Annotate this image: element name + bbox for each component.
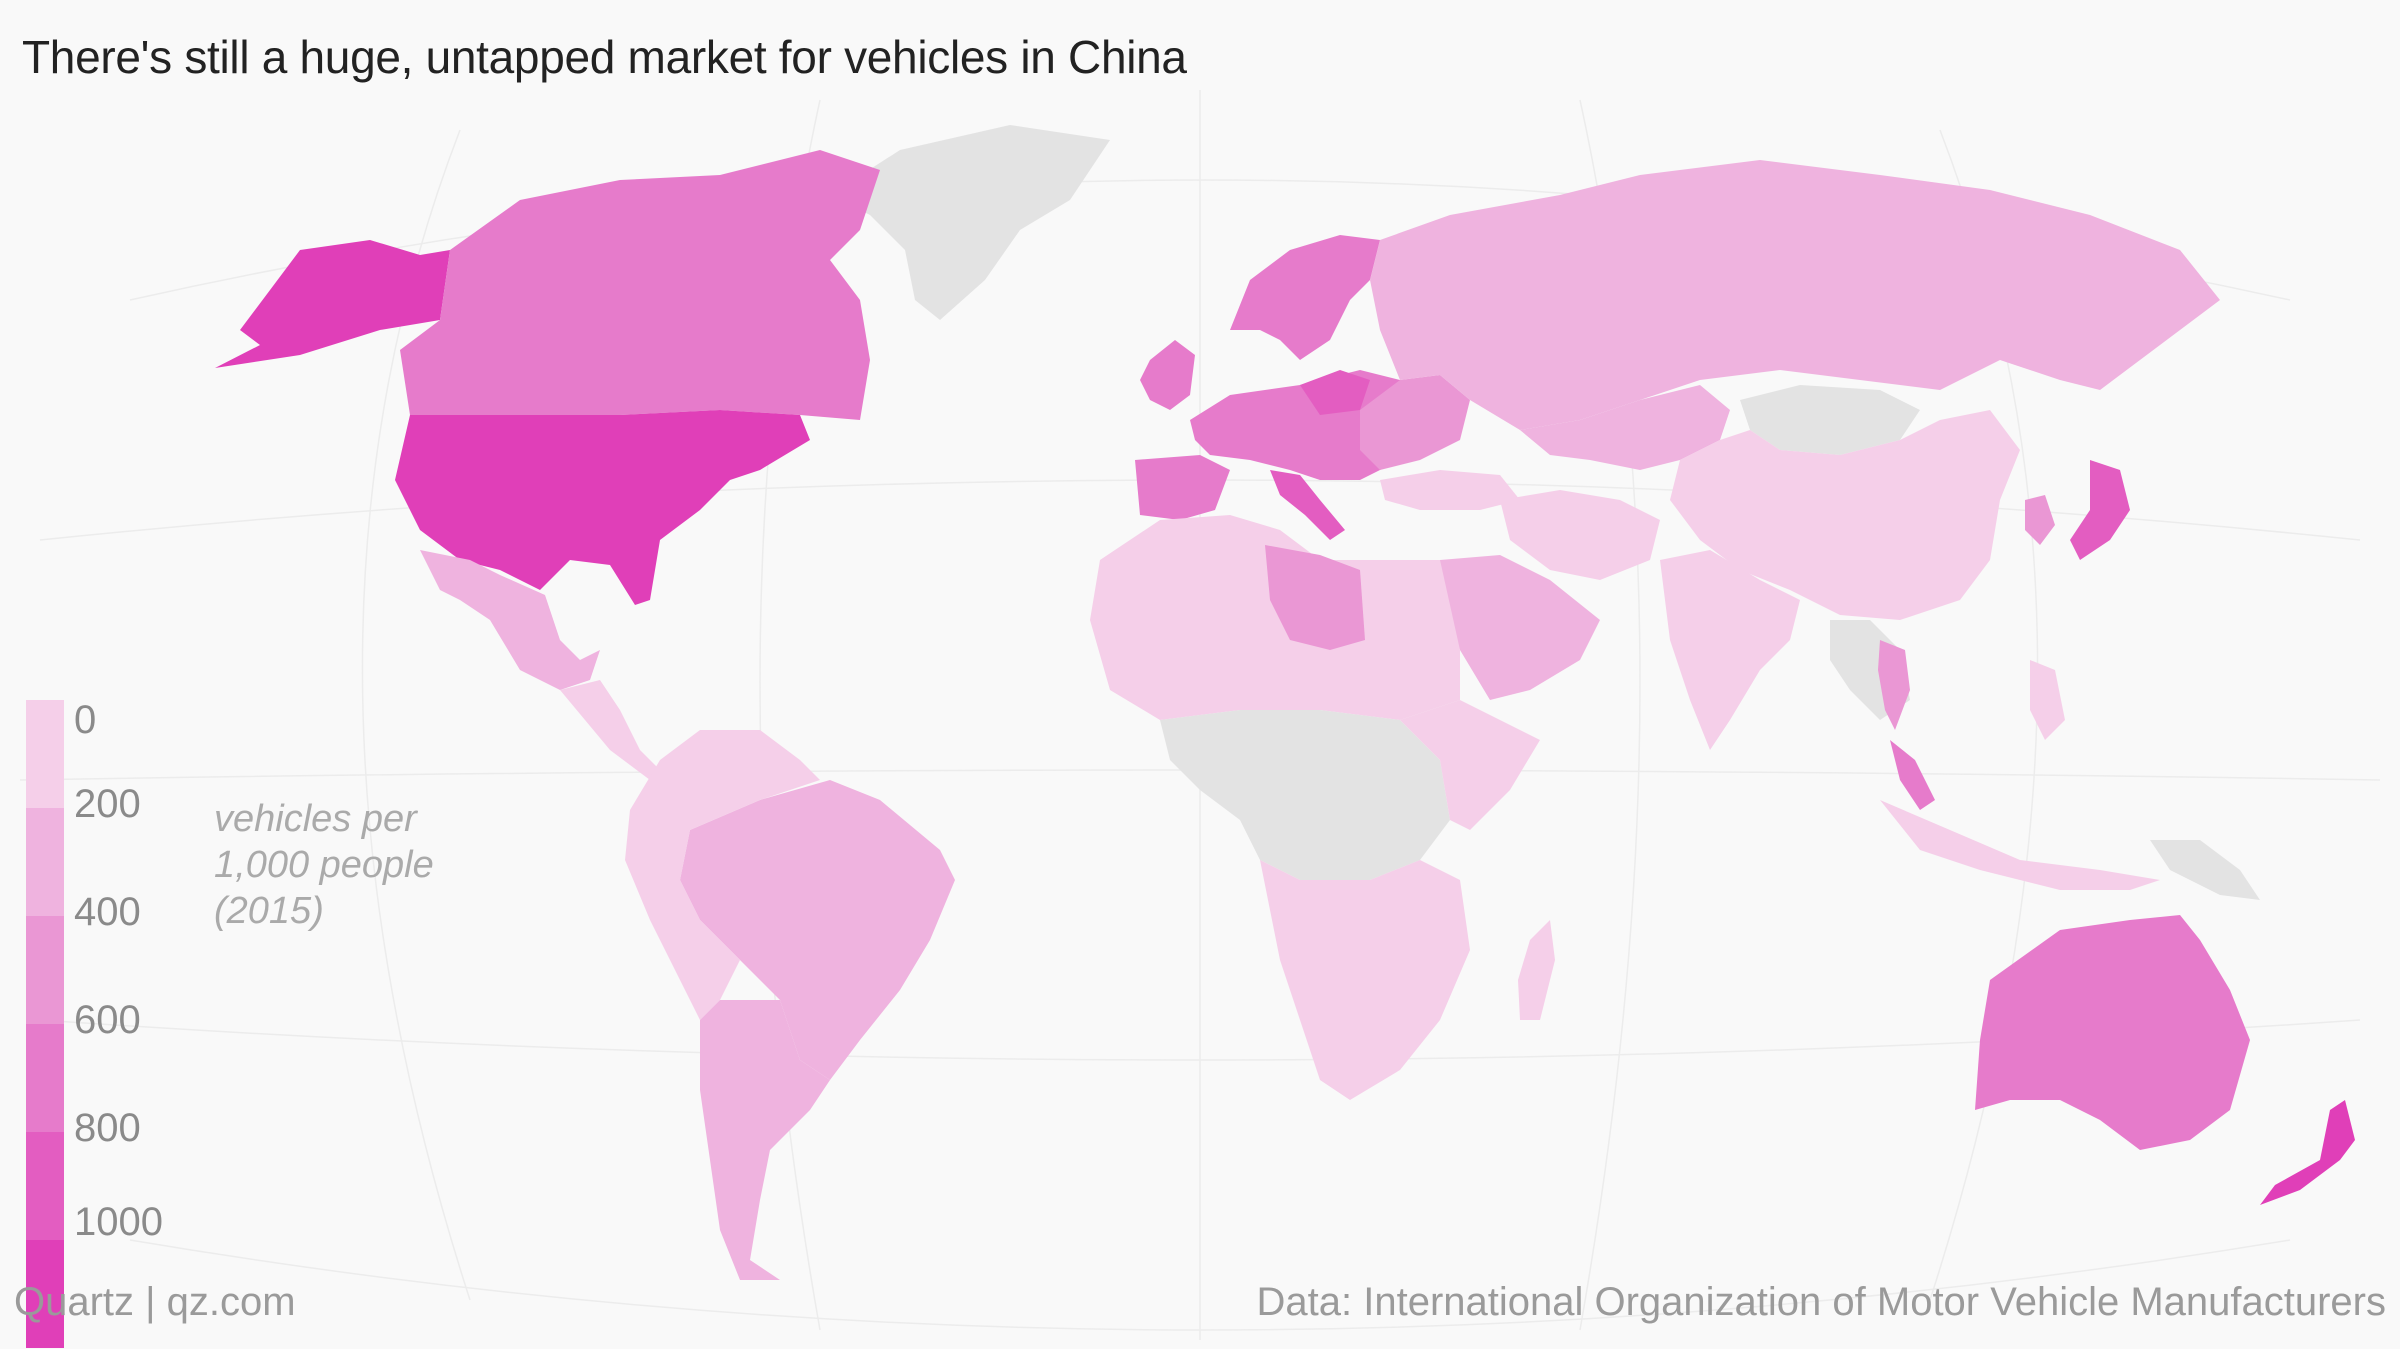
legend-title-line-1: vehicles per (214, 798, 417, 840)
south-america-west (625, 730, 820, 1020)
central-america (560, 680, 660, 780)
libya (1265, 545, 1365, 650)
italy (1270, 470, 1345, 540)
japan (2070, 460, 2130, 560)
iberia (1135, 455, 1230, 520)
north-africa (1090, 515, 1460, 720)
legend-title-line-3: (2015) (214, 890, 324, 932)
malaysia (1890, 740, 1935, 810)
legend-tick-200: 200 (74, 782, 141, 826)
uk-ireland (1140, 340, 1195, 410)
legend-step-4 (26, 1132, 64, 1240)
legend-tick-400: 400 (74, 890, 141, 934)
indonesia (1880, 800, 2160, 890)
eastern-europe (1360, 375, 1470, 470)
canada (400, 150, 880, 420)
alaska (215, 240, 450, 368)
central-asia (1520, 385, 1730, 470)
russia (1370, 160, 2220, 430)
mexico (420, 550, 600, 690)
greenland (830, 125, 1110, 320)
iran-region (1500, 490, 1660, 580)
footer-source: Data: International Organization of Moto… (1256, 1280, 2387, 1324)
legend-tick-0: 0 (74, 698, 97, 742)
turkey (1380, 470, 1520, 510)
new-guinea (2150, 840, 2260, 900)
new-zealand (2260, 1100, 2355, 1205)
legend-step-5 (26, 1240, 64, 1348)
poland (1300, 370, 1370, 415)
china (1670, 410, 2020, 620)
east-africa (1400, 700, 1540, 830)
southern-africa (1260, 860, 1470, 1100)
india (1660, 550, 1800, 750)
legend-title: vehicles per 1,000 people (2015) (214, 796, 474, 934)
philippines (2030, 660, 2065, 740)
madagascar (1518, 920, 1555, 1020)
scandinavia (1230, 235, 1380, 360)
legend-step-1 (26, 808, 64, 916)
chart-title: There's still a huge, untapped market fo… (22, 31, 1187, 83)
usa (395, 410, 810, 605)
central-africa (1160, 710, 1450, 880)
legend-step-3 (26, 1024, 64, 1132)
korea (2025, 495, 2055, 545)
mongolia (1740, 385, 1920, 455)
legend-tick-600: 600 (74, 998, 141, 1042)
legend-tick-800: 800 (74, 1106, 141, 1150)
legend-title-line-2: 1,000 people (214, 844, 434, 886)
footer-credit: Quartz | qz.com (14, 1280, 296, 1324)
legend-color-bar (26, 700, 64, 1348)
australia (1975, 915, 2250, 1150)
legend-tick-1000: 1000 (74, 1200, 163, 1244)
legend-step-0 (26, 700, 64, 808)
brazil (680, 780, 955, 1080)
argentina-chile (700, 1000, 830, 1280)
legend-step-2 (26, 916, 64, 1024)
thailand (1878, 640, 1910, 730)
arabia (1440, 555, 1600, 700)
